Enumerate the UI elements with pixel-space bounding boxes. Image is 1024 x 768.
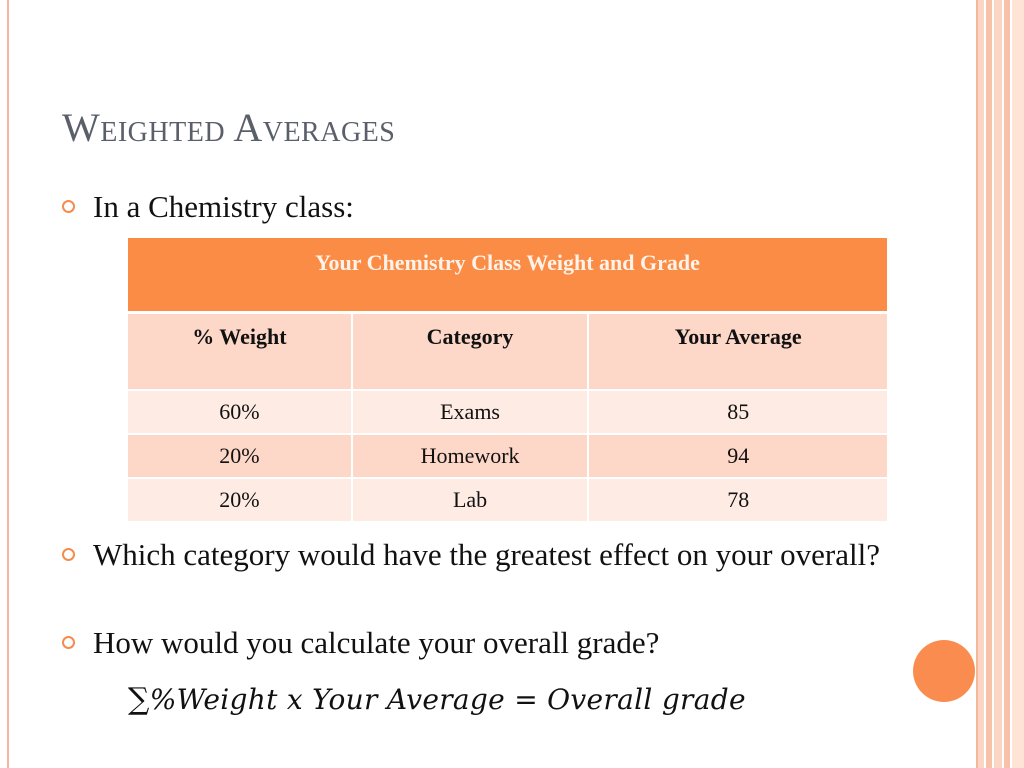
bullet-item: In a Chemistry class: bbox=[62, 186, 882, 227]
table-row: 20% Homework 94 bbox=[128, 433, 887, 478]
column-header-weight: % Weight bbox=[128, 312, 353, 390]
bullet-circle-icon bbox=[62, 548, 75, 561]
cell-average: 94 bbox=[588, 433, 887, 478]
decorative-circle-icon bbox=[913, 640, 975, 702]
table-header-row: % Weight Category Your Average bbox=[128, 312, 887, 390]
stripe bbox=[994, 0, 1002, 768]
cell-category: Homework bbox=[351, 433, 590, 478]
bullet-text: Which category would have the greatest e… bbox=[93, 537, 881, 572]
formula-text: %Weight x Your Average = Overall grade bbox=[149, 683, 746, 716]
stripe bbox=[1012, 0, 1024, 768]
stripe bbox=[978, 0, 984, 768]
bullet-text: How would you calculate your overall gra… bbox=[93, 625, 660, 660]
cell-weight: 20% bbox=[128, 477, 353, 521]
formula: ∑%Weight x Your Average = Overall grade bbox=[128, 682, 746, 717]
slide-frame bbox=[7, 0, 978, 768]
bullet-item: How would you calculate your overall gra… bbox=[62, 622, 882, 663]
grades-table: Your Chemistry Class Weight and Grade % … bbox=[128, 238, 887, 521]
bullet-circle-icon bbox=[62, 636, 75, 649]
stripe bbox=[1004, 0, 1010, 768]
column-header-average: Your Average bbox=[588, 312, 887, 390]
table-row: 20% Lab 78 bbox=[128, 477, 887, 521]
cell-weight: 60% bbox=[128, 389, 353, 434]
bullet-circle-icon bbox=[62, 200, 75, 213]
decorative-stripes bbox=[978, 0, 1024, 768]
bullet-text: In a Chemistry class: bbox=[93, 189, 354, 224]
cell-category: Lab bbox=[351, 477, 590, 521]
bullet-item: Which category would have the greatest e… bbox=[62, 534, 882, 575]
cell-category: Exams bbox=[351, 389, 590, 434]
cell-average: 85 bbox=[588, 389, 887, 434]
table-caption: Your Chemistry Class Weight and Grade bbox=[128, 238, 887, 314]
stripe bbox=[986, 0, 992, 768]
cell-average: 78 bbox=[588, 477, 887, 521]
sigma-symbol: ∑ bbox=[128, 682, 150, 717]
cell-weight: 20% bbox=[128, 433, 353, 478]
slide-title: Weighted Averages bbox=[62, 105, 396, 150]
column-header-category: Category bbox=[351, 312, 590, 390]
table-row: 60% Exams 85 bbox=[128, 389, 887, 434]
